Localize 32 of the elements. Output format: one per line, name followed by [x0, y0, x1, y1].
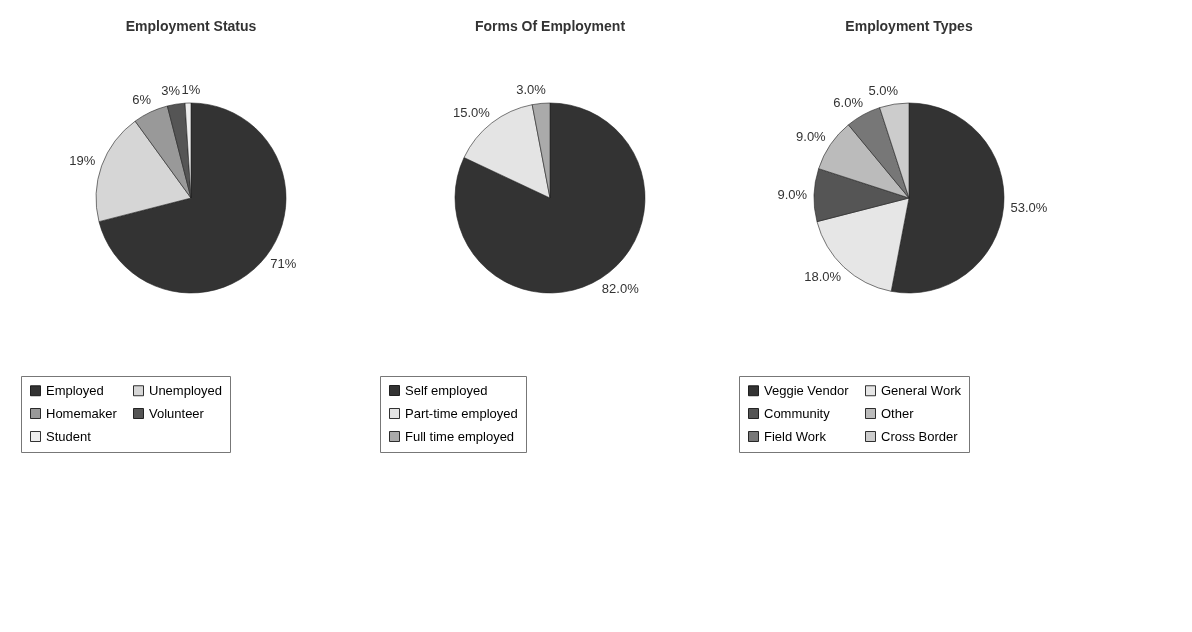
data-label: 6% [132, 92, 152, 108]
legend-label: Other [881, 405, 915, 421]
chart-title: Employment Status [125, 18, 257, 34]
data-label: 6.0% [833, 95, 864, 111]
data-label: 19% [69, 153, 96, 169]
legend-label: Veggie Vendor [764, 382, 850, 398]
data-label: 53.0% [1010, 200, 1048, 216]
legend-label: Unemployed [149, 382, 222, 398]
legend-label: Volunteer [149, 405, 205, 421]
legend-label: Full time employed [405, 428, 515, 444]
data-label: 5.0% [868, 83, 899, 99]
legend-label: Part-time employed [405, 405, 518, 421]
data-label: 15.0% [452, 104, 491, 120]
data-label: 3.0% [516, 82, 547, 98]
data-label: 82.0% [601, 281, 640, 297]
legend-label: Employed [46, 382, 104, 398]
legend-label: Cross Border [881, 428, 959, 444]
legend-label: Community [764, 405, 831, 421]
data-label: 9.0% [796, 129, 827, 145]
legend-label: Field Work [764, 428, 827, 444]
legend-label: Homemaker [46, 405, 118, 421]
data-label: 9.0% [777, 186, 808, 202]
data-label: 1% [181, 82, 201, 98]
legend-label: Self employed [405, 382, 488, 398]
data-label: 71% [270, 256, 297, 272]
pie-slice [454, 102, 646, 294]
chart-title: Employment Types [845, 18, 973, 34]
chart-title: Forms Of Employment [474, 18, 626, 34]
legend-label: Student [46, 428, 92, 444]
data-label: 18.0% [804, 268, 842, 284]
data-label: 3% [161, 83, 181, 99]
legend-label: General Work [881, 382, 962, 398]
